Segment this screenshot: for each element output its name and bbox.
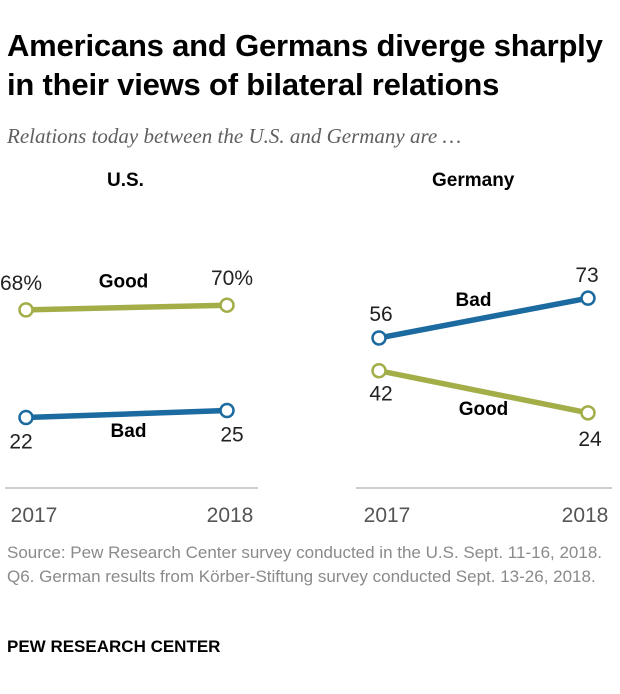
series-name-us-bad: Bad	[111, 421, 147, 442]
series-line-us-bad	[23, 407, 230, 421]
chart-title: Americans and Germans diverge sharply in…	[7, 28, 603, 102]
panel-title-us: U.S.	[107, 170, 144, 191]
data-label-us-good-2018: 70%	[211, 267, 253, 290]
series-line-us-good	[23, 302, 230, 313]
series-line-germany-bad	[376, 295, 591, 341]
data-point-germany-bad-2018	[580, 290, 596, 306]
data-label-us-good-2017: 68%	[0, 272, 42, 295]
series-name-germany-bad: Bad	[456, 290, 492, 311]
series-line-germany-good	[376, 367, 591, 416]
source-organization: PEW RESEARCH CENTER	[7, 637, 221, 656]
panel-title-germany: Germany	[432, 170, 515, 191]
data-point-germany-good-2017	[371, 362, 387, 379]
data-label-us-bad-2017: 22	[9, 431, 32, 454]
x-tick-label-us-2017: 2017	[11, 504, 58, 527]
source-note: Source: Pew Research Center survey condu…	[7, 543, 603, 586]
x-tick-label-germany-2018: 2018	[562, 504, 609, 527]
data-point-us-good-2018	[219, 297, 235, 313]
data-point-germany-good-2018	[580, 405, 596, 421]
x-tick-label-us-2018: 2018	[207, 504, 254, 527]
x-tick-label-germany-2017: 2017	[364, 504, 411, 527]
data-point-germany-bad-2017	[371, 330, 387, 346]
data-label-germany-bad-2018: 73	[575, 264, 598, 287]
series-name-germany-good: Good	[459, 399, 509, 420]
data-point-us-bad-2018	[219, 402, 235, 419]
chart-subtitle: Relations today between the U.S. and Ger…	[7, 124, 462, 148]
data-label-germany-bad-2017: 56	[369, 303, 392, 326]
data-label-germany-good-2018: 24	[578, 428, 602, 451]
data-point-us-good-2017	[18, 302, 34, 318]
data-label-germany-good-2017: 42	[369, 383, 392, 406]
data-label-us-bad-2018: 25	[220, 424, 243, 447]
series-name-us-good: Good	[99, 272, 149, 293]
data-point-us-bad-2017	[18, 409, 34, 426]
